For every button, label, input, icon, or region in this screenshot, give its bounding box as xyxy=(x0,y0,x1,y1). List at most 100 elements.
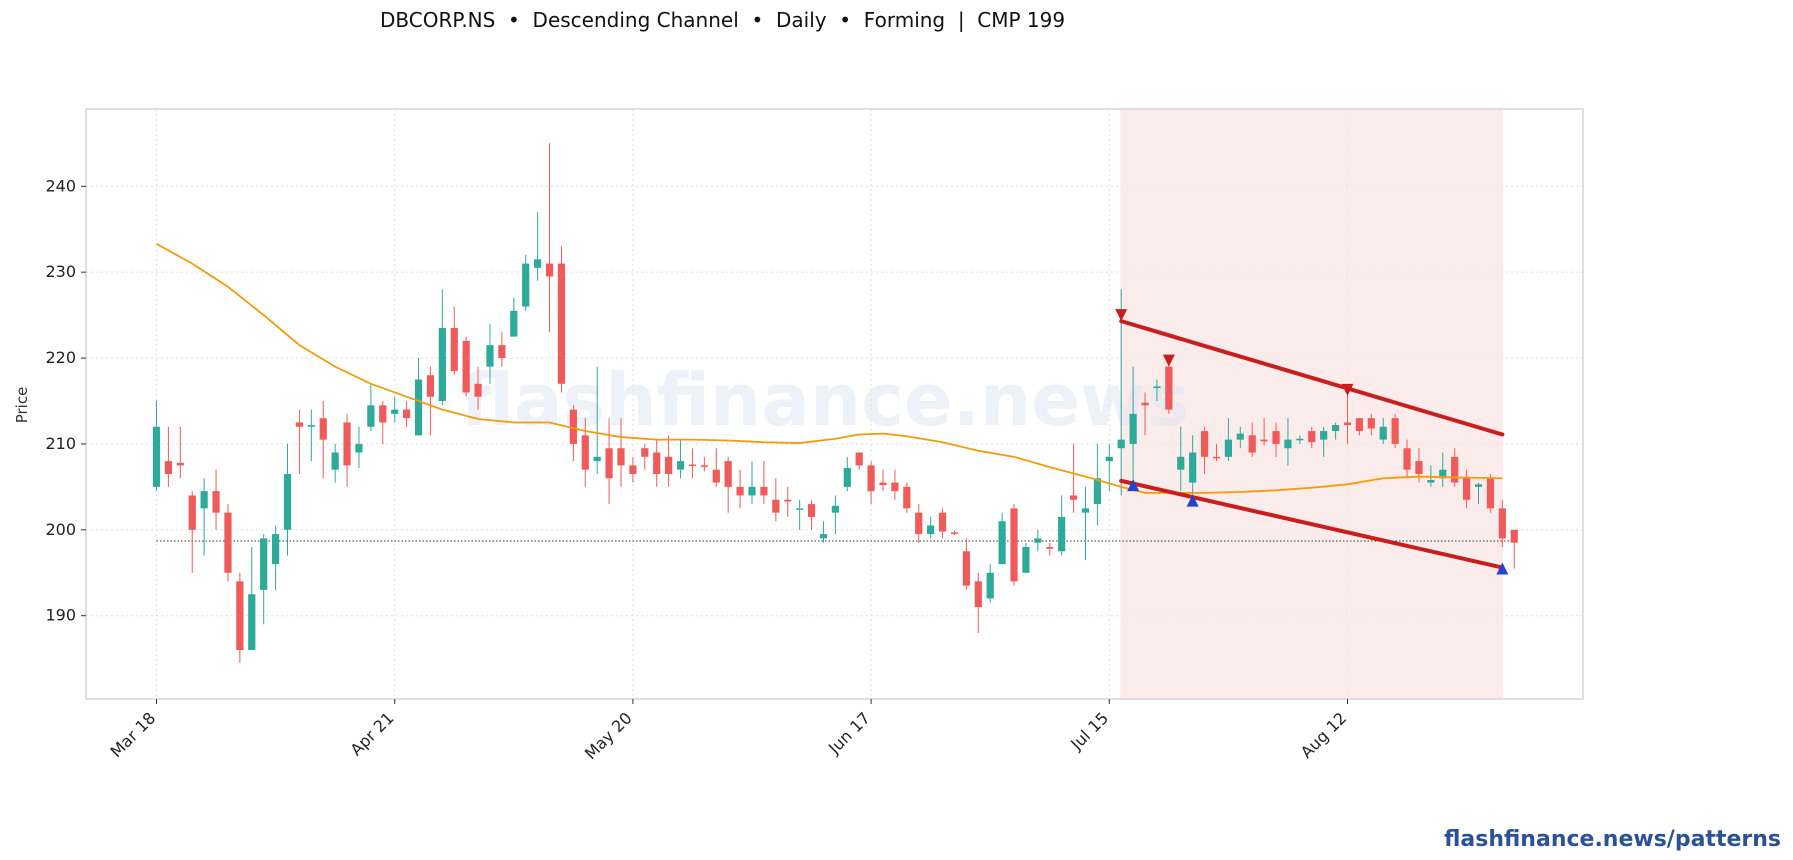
candle-body xyxy=(1093,478,1101,505)
swing-low-marker xyxy=(1496,562,1509,575)
candle-body xyxy=(1165,366,1173,410)
candle-body xyxy=(915,512,923,535)
candle-body xyxy=(653,452,661,474)
candle-body xyxy=(474,383,482,397)
y-tick-label: 200 xyxy=(45,520,76,539)
candle-body xyxy=(367,405,375,427)
candle-body xyxy=(450,327,458,371)
candle-body xyxy=(498,345,506,359)
candle-body xyxy=(867,465,875,492)
candle-body xyxy=(1331,425,1340,432)
candle-body xyxy=(534,259,542,268)
candle-body xyxy=(891,482,899,492)
candle-body xyxy=(831,505,839,513)
candle-body xyxy=(272,534,280,565)
candle-body xyxy=(1427,480,1435,483)
candle-body xyxy=(617,448,625,466)
candle-body xyxy=(355,443,363,453)
candle-body xyxy=(1117,439,1125,449)
candle-body xyxy=(1141,402,1149,406)
moving-average-line xyxy=(156,243,1503,494)
candle-body xyxy=(796,508,804,510)
candle-body xyxy=(510,310,518,337)
swing-high-marker xyxy=(1162,354,1175,367)
candle-body xyxy=(712,469,720,483)
candle-body xyxy=(1439,469,1447,479)
x-tick-label: Apr 21 xyxy=(347,708,398,759)
candle-body xyxy=(700,465,708,467)
candle-body xyxy=(379,405,387,423)
candle-body xyxy=(843,467,851,487)
candle-body xyxy=(426,375,435,397)
candle-body xyxy=(319,418,327,440)
candle-body xyxy=(903,486,911,509)
candle-body xyxy=(1391,418,1399,444)
candle-body xyxy=(1069,495,1078,500)
pivot-markers xyxy=(1115,309,1509,575)
candle-body xyxy=(1022,546,1030,573)
channel-lines xyxy=(1119,319,1505,570)
candle-body xyxy=(224,512,232,573)
swing-low-marker xyxy=(1127,479,1140,492)
candle-body xyxy=(462,340,470,393)
swing-low-marker xyxy=(1186,494,1199,507)
y-tick-label: 230 xyxy=(45,262,76,281)
candle-body xyxy=(1320,431,1328,440)
y-tick-label: 220 xyxy=(45,348,76,367)
candle-body xyxy=(545,263,554,277)
x-tick-label: Jul 15 xyxy=(1066,708,1112,754)
candle-body xyxy=(1200,431,1209,457)
candle-body xyxy=(1010,508,1018,582)
candle-body xyxy=(343,422,351,466)
candle-body xyxy=(974,581,982,608)
x-tick-label: Jun 17 xyxy=(824,708,874,758)
channel-lower-line xyxy=(1119,478,1505,570)
candle-body xyxy=(1486,478,1495,509)
candle-body xyxy=(665,456,673,474)
candle-body xyxy=(736,486,744,496)
candle-body xyxy=(1236,433,1244,440)
candle-body xyxy=(1153,386,1161,389)
pattern-shaded-region xyxy=(1120,109,1504,699)
candle-body xyxy=(403,409,411,419)
candle-body xyxy=(522,263,530,307)
candle-body xyxy=(236,581,244,651)
candle-body xyxy=(1343,422,1352,426)
watermark: flashfinance.news xyxy=(461,358,1190,442)
candle-body xyxy=(784,499,792,502)
y-tick-label: 210 xyxy=(45,434,76,453)
candle-body xyxy=(200,491,208,509)
candle-body xyxy=(581,435,589,470)
chart-title: DBCORP.NS • Descending Channel • Daily •… xyxy=(380,8,1066,32)
candle-body xyxy=(879,482,887,486)
candle-body xyxy=(1296,438,1304,441)
candle-body xyxy=(1034,538,1042,543)
candle-body xyxy=(927,525,935,535)
candle-body xyxy=(688,464,697,467)
candle-body xyxy=(1224,439,1232,457)
candle-body xyxy=(1248,435,1256,453)
candle-body xyxy=(1379,426,1387,440)
candle-body xyxy=(772,499,780,513)
candle-body xyxy=(1105,456,1113,462)
candle-body xyxy=(938,512,947,532)
candle-body xyxy=(1272,431,1280,444)
candle-body xyxy=(557,263,566,384)
candle-body xyxy=(1403,448,1411,470)
candle-body xyxy=(962,551,970,586)
candle-body xyxy=(569,409,577,444)
candle-body xyxy=(212,491,220,513)
candle-body xyxy=(1308,431,1316,443)
footer-link[interactable]: flashfinance.news/patterns xyxy=(1444,827,1781,852)
candle-body xyxy=(950,532,959,534)
candle-body xyxy=(164,461,173,474)
candle-body xyxy=(1355,418,1364,432)
channel-upper-line xyxy=(1119,319,1505,437)
y-axis-label: Price xyxy=(13,387,31,424)
candle-body xyxy=(331,452,339,470)
candle-body xyxy=(1129,413,1137,444)
plot-frame xyxy=(85,108,1584,700)
candle-body xyxy=(605,448,613,479)
candle-body xyxy=(486,345,494,367)
candle-body xyxy=(1260,439,1268,442)
